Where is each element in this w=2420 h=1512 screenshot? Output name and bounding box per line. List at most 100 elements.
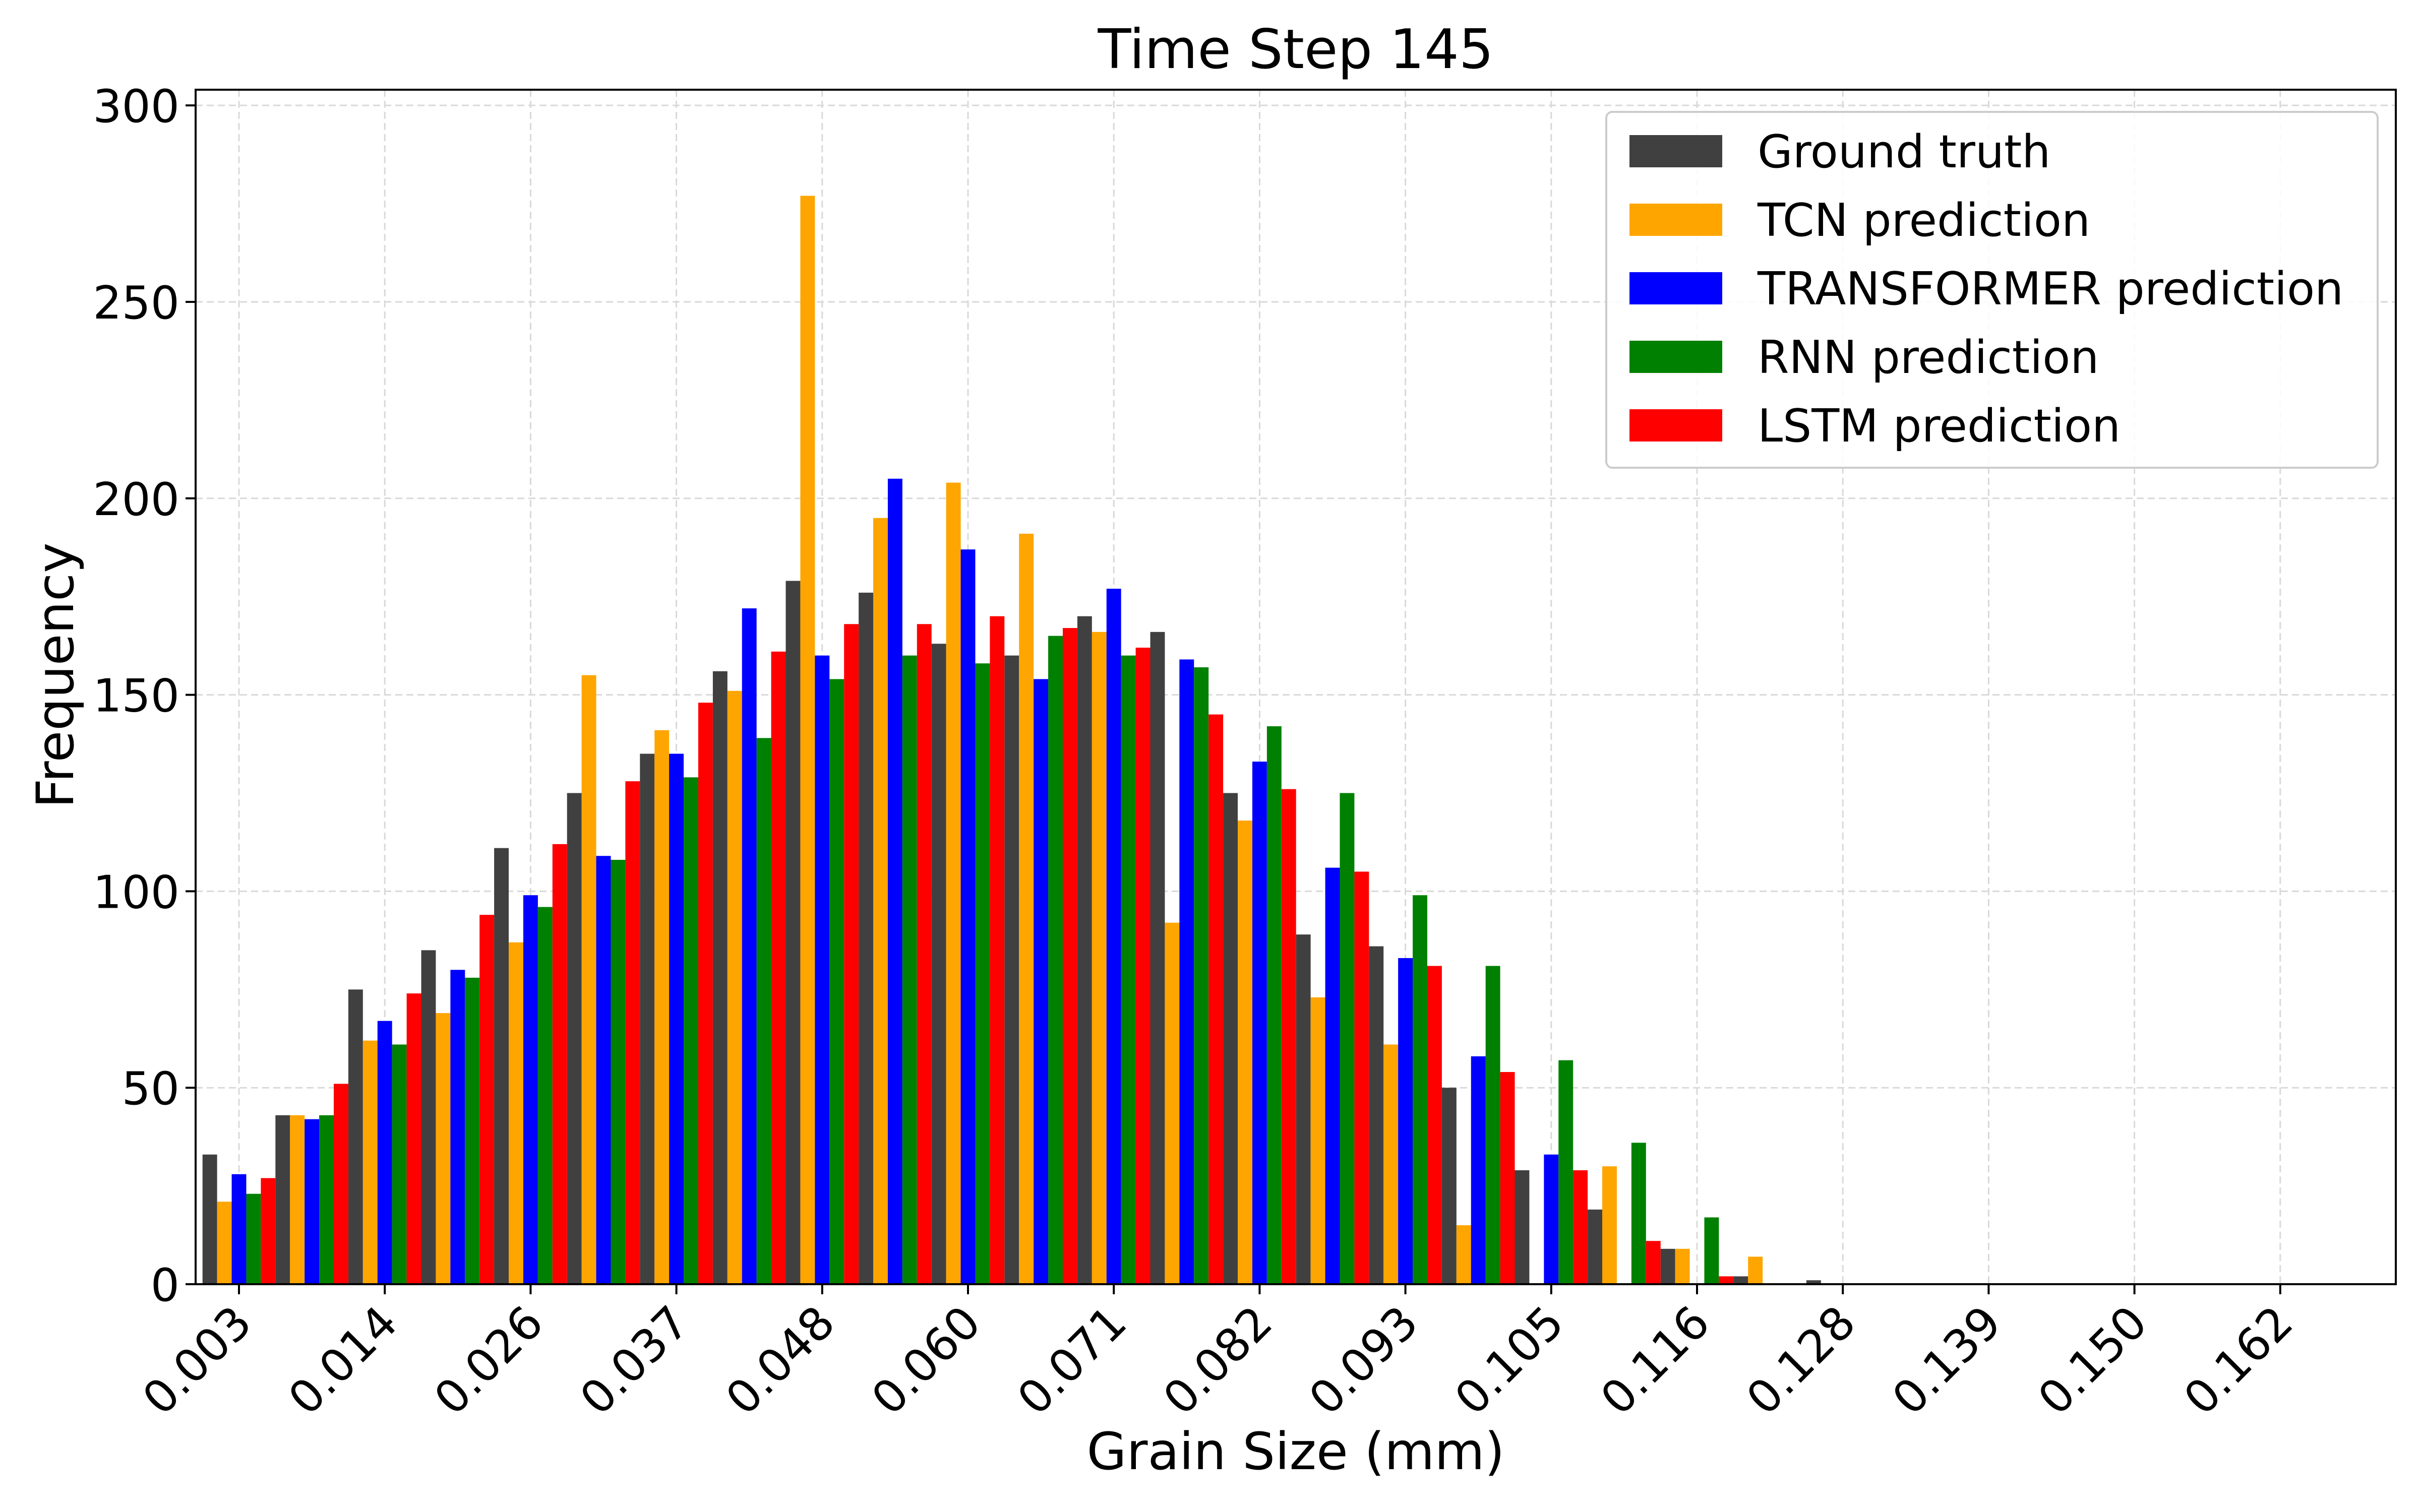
bar bbox=[829, 679, 844, 1284]
bar bbox=[756, 738, 771, 1284]
bar bbox=[698, 703, 713, 1284]
bar bbox=[1354, 871, 1369, 1284]
bar bbox=[1208, 714, 1224, 1284]
bar bbox=[1121, 655, 1136, 1284]
bar bbox=[1398, 958, 1413, 1284]
bar bbox=[1500, 1072, 1515, 1284]
bar bbox=[1369, 946, 1384, 1284]
bar bbox=[406, 993, 421, 1284]
bar bbox=[887, 478, 902, 1284]
bar bbox=[1266, 726, 1282, 1284]
bar bbox=[946, 482, 961, 1284]
bar bbox=[537, 907, 553, 1284]
bar bbox=[1515, 1170, 1530, 1284]
y-tick-label: 300 bbox=[93, 80, 179, 133]
bar bbox=[567, 793, 582, 1284]
bar bbox=[1135, 648, 1151, 1284]
y-tick-label: 50 bbox=[122, 1062, 179, 1115]
bar bbox=[960, 549, 976, 1284]
legend-swatch bbox=[1629, 341, 1722, 373]
x-axis-label: Grain Size (mm) bbox=[1087, 1422, 1505, 1482]
bar bbox=[931, 644, 946, 1284]
bar bbox=[800, 196, 815, 1284]
y-axis-label: Frequency bbox=[26, 543, 86, 808]
y-tick-label: 150 bbox=[93, 670, 179, 723]
bar bbox=[1588, 1209, 1603, 1285]
bar bbox=[333, 1084, 348, 1284]
bar bbox=[1019, 533, 1034, 1284]
bar bbox=[1310, 997, 1325, 1284]
y-tick-label: 100 bbox=[93, 866, 179, 919]
legend-label: Ground truth bbox=[1758, 125, 2050, 178]
bar bbox=[494, 848, 509, 1284]
legend-box bbox=[1605, 111, 2379, 469]
bar bbox=[1238, 821, 1252, 1284]
bar bbox=[785, 581, 801, 1284]
bar bbox=[1471, 1056, 1486, 1284]
bar bbox=[509, 942, 523, 1284]
bar bbox=[1092, 632, 1107, 1284]
bar bbox=[1179, 659, 1194, 1284]
bar bbox=[1456, 1225, 1471, 1284]
bar bbox=[319, 1115, 334, 1284]
legend-swatch bbox=[1629, 135, 1722, 167]
bar bbox=[1704, 1217, 1719, 1284]
bar bbox=[1675, 1248, 1690, 1284]
bar bbox=[231, 1174, 247, 1284]
bar bbox=[712, 671, 728, 1284]
bar bbox=[1485, 966, 1500, 1284]
bar bbox=[1806, 1280, 1821, 1284]
bar bbox=[1646, 1241, 1661, 1284]
bar bbox=[1427, 966, 1442, 1284]
legend-label: LSTM prediction bbox=[1758, 400, 2121, 453]
bar bbox=[771, 651, 786, 1284]
bar bbox=[1733, 1276, 1748, 1284]
bar bbox=[1048, 636, 1063, 1284]
bar bbox=[1544, 1154, 1559, 1284]
legend-swatch bbox=[1629, 204, 1722, 236]
bar bbox=[261, 1178, 276, 1284]
bar bbox=[290, 1115, 305, 1284]
legend: Ground truth TCN prediction TRANSFORMER pr… bbox=[1605, 111, 2379, 469]
bar bbox=[1150, 632, 1165, 1284]
bar bbox=[1413, 895, 1427, 1284]
legend-label: TRANSFORMER prediction bbox=[1757, 263, 2343, 316]
bar bbox=[1296, 934, 1311, 1284]
bar bbox=[975, 663, 990, 1284]
bar bbox=[305, 1119, 320, 1284]
bar bbox=[625, 781, 640, 1284]
bar bbox=[1573, 1170, 1588, 1284]
bar bbox=[1748, 1256, 1763, 1284]
bar bbox=[742, 608, 757, 1284]
bar bbox=[1194, 667, 1209, 1284]
bar bbox=[552, 844, 567, 1284]
bar bbox=[1034, 679, 1049, 1284]
bars bbox=[202, 196, 1821, 1285]
bar bbox=[611, 860, 626, 1284]
bar bbox=[202, 1154, 217, 1284]
y-tick-label: 0 bbox=[151, 1259, 179, 1312]
legend-label: TCN prediction bbox=[1757, 194, 2090, 247]
bar bbox=[1325, 867, 1340, 1284]
bar bbox=[596, 856, 611, 1284]
legend-swatch bbox=[1629, 409, 1722, 442]
bar bbox=[1281, 789, 1296, 1284]
bar bbox=[523, 895, 538, 1284]
bar bbox=[1106, 589, 1121, 1284]
bar bbox=[1719, 1276, 1734, 1284]
bar bbox=[1077, 616, 1092, 1284]
bar bbox=[654, 730, 670, 1284]
bar bbox=[436, 1013, 451, 1284]
bar bbox=[479, 915, 495, 1284]
bar bbox=[1602, 1166, 1617, 1284]
bar bbox=[1223, 793, 1238, 1284]
bar bbox=[1062, 628, 1077, 1284]
bar bbox=[421, 950, 436, 1284]
bar bbox=[348, 989, 363, 1284]
bar bbox=[1340, 793, 1355, 1284]
bar bbox=[275, 1115, 290, 1284]
bar bbox=[873, 518, 888, 1284]
bar bbox=[902, 655, 917, 1284]
y-tick-label: 250 bbox=[93, 277, 179, 330]
